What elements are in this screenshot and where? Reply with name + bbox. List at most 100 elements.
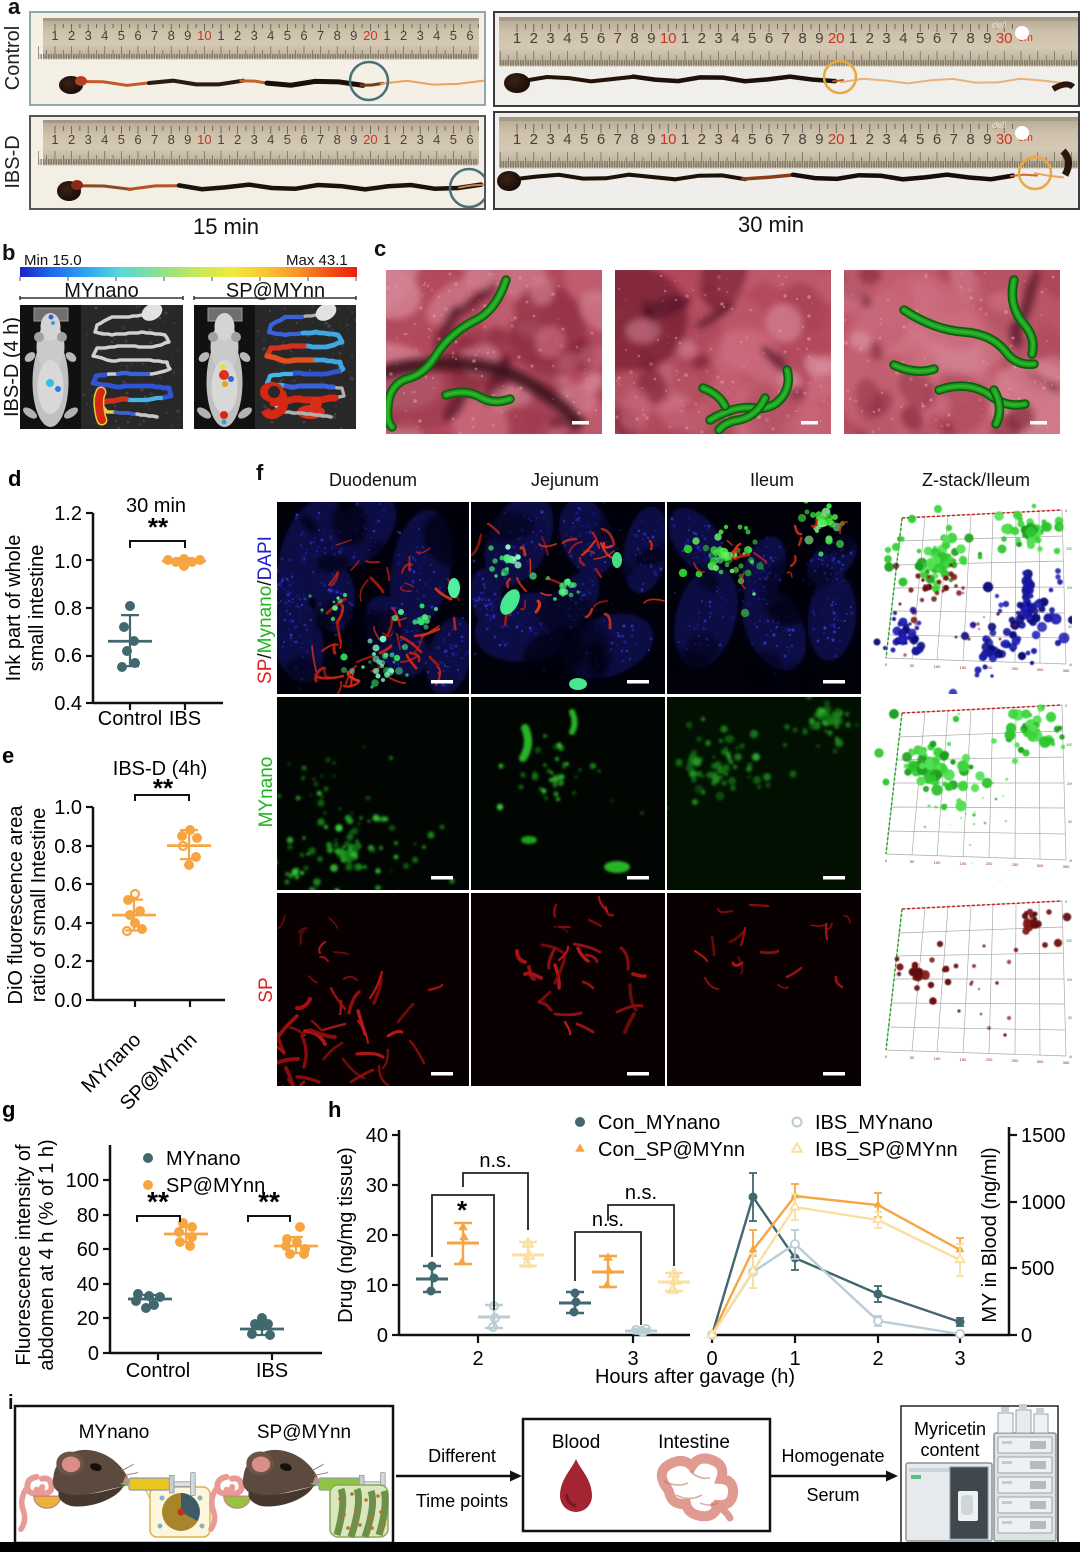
svg-text:SP@MYnn: SP@MYnn — [257, 1422, 351, 1443]
svg-text:5: 5 — [580, 131, 588, 148]
svg-text:5: 5 — [284, 28, 291, 43]
svg-text:7: 7 — [782, 30, 790, 47]
svg-text:Serum: Serum — [806, 1485, 859, 1505]
svg-text:9: 9 — [647, 30, 655, 47]
svg-text:100: 100 — [1066, 742, 1072, 747]
svg-text:8: 8 — [966, 30, 974, 47]
svg-text:200: 200 — [1067, 585, 1072, 590]
svg-text:1: 1 — [217, 28, 224, 43]
svg-text:1000: 1000 — [1021, 1192, 1066, 1214]
svg-text:20: 20 — [366, 1225, 388, 1247]
svg-text:9: 9 — [815, 30, 823, 47]
svg-text:200: 200 — [986, 1057, 993, 1062]
svg-text:9: 9 — [184, 132, 191, 147]
svg-text:7: 7 — [317, 132, 324, 147]
svg-text:Myricetin: Myricetin — [914, 1419, 986, 1439]
svg-text:0: 0 — [885, 662, 888, 667]
svg-text:6: 6 — [466, 132, 473, 147]
svg-text:6: 6 — [765, 30, 773, 47]
svg-text:1.0: 1.0 — [54, 551, 82, 573]
svg-text:abdomen at 4 h (% of 1 h): abdomen at 4 h (% of 1 h) — [36, 1139, 58, 1370]
svg-text:0.0: 0.0 — [54, 990, 82, 1012]
svg-text:**: ** — [148, 512, 169, 542]
svg-text:30: 30 — [366, 1175, 388, 1197]
svg-text:Blood: Blood — [552, 1432, 601, 1453]
svg-text:50: 50 — [910, 1055, 915, 1060]
svg-text:4: 4 — [731, 30, 739, 47]
svg-text:Con_SP@MYnn: Con_SP@MYnn — [598, 1139, 745, 1161]
svg-text:50: 50 — [910, 859, 915, 864]
svg-text:0.2: 0.2 — [54, 951, 82, 973]
svg-text:2: 2 — [68, 132, 75, 147]
svg-text:4: 4 — [267, 132, 274, 147]
svg-text:9: 9 — [815, 131, 823, 148]
svg-text:MYnano: MYnano — [166, 1148, 241, 1170]
svg-text:IBS-D (4h): IBS-D (4h) — [113, 758, 207, 780]
svg-text:5: 5 — [118, 132, 125, 147]
svg-text:Control: Control — [126, 1360, 190, 1382]
svg-text:SP@MYnn: SP@MYnn — [166, 1175, 265, 1197]
svg-text:0.8: 0.8 — [54, 836, 82, 858]
svg-text:h: h — [328, 1097, 341, 1122]
svg-text:100: 100 — [1066, 938, 1072, 943]
svg-text:2: 2 — [472, 1348, 483, 1370]
svg-text:7: 7 — [317, 28, 324, 43]
svg-text:7: 7 — [151, 28, 158, 43]
svg-text:3: 3 — [627, 1348, 638, 1370]
svg-text:8: 8 — [630, 131, 638, 148]
svg-text:30: 30 — [996, 30, 1013, 47]
svg-text:50: 50 — [910, 663, 915, 668]
svg-text:deli: deli — [992, 120, 1007, 130]
svg-text:300: 300 — [1068, 1015, 1072, 1020]
svg-text:20: 20 — [828, 131, 845, 148]
svg-text:0: 0 — [377, 1325, 388, 1347]
svg-text:250: 250 — [1012, 1058, 1019, 1063]
svg-text:150: 150 — [960, 1057, 967, 1062]
svg-text:1: 1 — [51, 132, 58, 147]
svg-text:8: 8 — [798, 131, 806, 148]
svg-text:400: 400 — [1069, 858, 1072, 863]
svg-text:ratio of small Intestine: ratio of small Intestine — [28, 808, 50, 1003]
svg-text:10: 10 — [197, 132, 211, 147]
svg-text:400: 400 — [1069, 1054, 1072, 1059]
svg-text:3: 3 — [954, 1348, 965, 1370]
svg-text:8: 8 — [966, 131, 974, 148]
svg-text:Homogenate: Homogenate — [781, 1446, 884, 1466]
svg-text:4: 4 — [899, 131, 907, 148]
svg-text:6: 6 — [597, 131, 605, 148]
svg-text:6: 6 — [933, 30, 941, 47]
svg-text:IBS: IBS — [256, 1360, 288, 1382]
svg-text:6: 6 — [466, 28, 473, 43]
svg-text:9: 9 — [350, 28, 357, 43]
svg-text:n.s.: n.s. — [625, 1182, 657, 1204]
svg-text:9: 9 — [983, 30, 991, 47]
svg-text:9: 9 — [184, 28, 191, 43]
svg-text:Time points: Time points — [416, 1491, 508, 1511]
svg-text:0: 0 — [1065, 899, 1068, 904]
svg-text:3: 3 — [714, 131, 722, 148]
svg-text:10: 10 — [660, 30, 677, 47]
svg-text:6: 6 — [134, 132, 141, 147]
svg-text:**: ** — [147, 1186, 169, 1217]
svg-text:7: 7 — [950, 30, 958, 47]
svg-text:60: 60 — [77, 1239, 99, 1261]
svg-text:8: 8 — [168, 28, 175, 43]
svg-text:7: 7 — [950, 131, 958, 148]
svg-text:0.4: 0.4 — [54, 913, 82, 935]
svg-text:40: 40 — [77, 1274, 99, 1296]
svg-text:0.6: 0.6 — [54, 645, 82, 667]
svg-text:4: 4 — [433, 28, 440, 43]
svg-text:1.0: 1.0 — [54, 797, 82, 819]
svg-text:4: 4 — [101, 132, 108, 147]
svg-text:3: 3 — [546, 131, 554, 148]
svg-text:2: 2 — [68, 28, 75, 43]
svg-text:6: 6 — [765, 131, 773, 148]
svg-text:IBS_MYnano: IBS_MYnano — [815, 1112, 933, 1134]
svg-text:5: 5 — [916, 131, 924, 148]
svg-text:6: 6 — [134, 28, 141, 43]
svg-text:5: 5 — [450, 28, 457, 43]
svg-text:30: 30 — [996, 131, 1013, 148]
svg-text:e: e — [2, 745, 14, 768]
svg-text:300: 300 — [1068, 624, 1072, 629]
svg-text:4: 4 — [899, 30, 907, 47]
